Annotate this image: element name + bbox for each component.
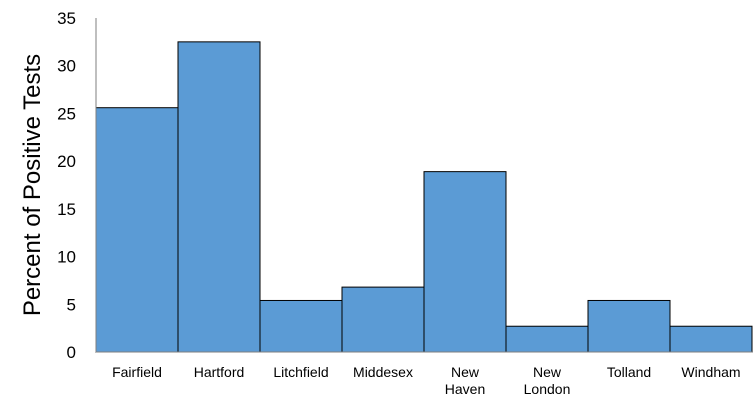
bars <box>95 41 753 353</box>
bar <box>423 171 507 353</box>
x-category-label: New Haven <box>445 364 485 397</box>
bar <box>341 286 425 353</box>
x-category-label: Hartford <box>194 364 245 380</box>
bar <box>95 107 179 353</box>
y-tick-label: 35 <box>57 9 76 28</box>
y-axis-ticks: 0 5 10 15 20 25 30 35 <box>57 9 76 362</box>
x-category-label: New London <box>524 364 571 397</box>
x-category-label: Fairfield <box>112 364 162 380</box>
x-category-label: Middesex <box>353 364 413 380</box>
y-tick-label: 30 <box>57 57 76 76</box>
x-category-label: Tolland <box>607 364 651 380</box>
y-tick-label: 15 <box>57 200 76 219</box>
bar <box>669 325 753 353</box>
y-axis-title: Percent of Positive Tests <box>19 54 46 316</box>
y-tick-label: 10 <box>57 248 76 267</box>
x-axis-labels: Fairfield Hartford Litchfield Middesex New Ha… <box>112 364 740 397</box>
bar <box>177 41 261 353</box>
y-tick-label: 5 <box>67 295 76 314</box>
y-tick-label: 25 <box>57 104 76 123</box>
bar <box>259 299 343 353</box>
bar <box>505 325 589 353</box>
y-tick-label: 20 <box>57 152 76 171</box>
bar <box>587 299 671 353</box>
y-tick-label: 0 <box>67 343 76 362</box>
x-category-label: Litchfield <box>273 364 328 380</box>
x-category-label: Windham <box>681 364 740 380</box>
